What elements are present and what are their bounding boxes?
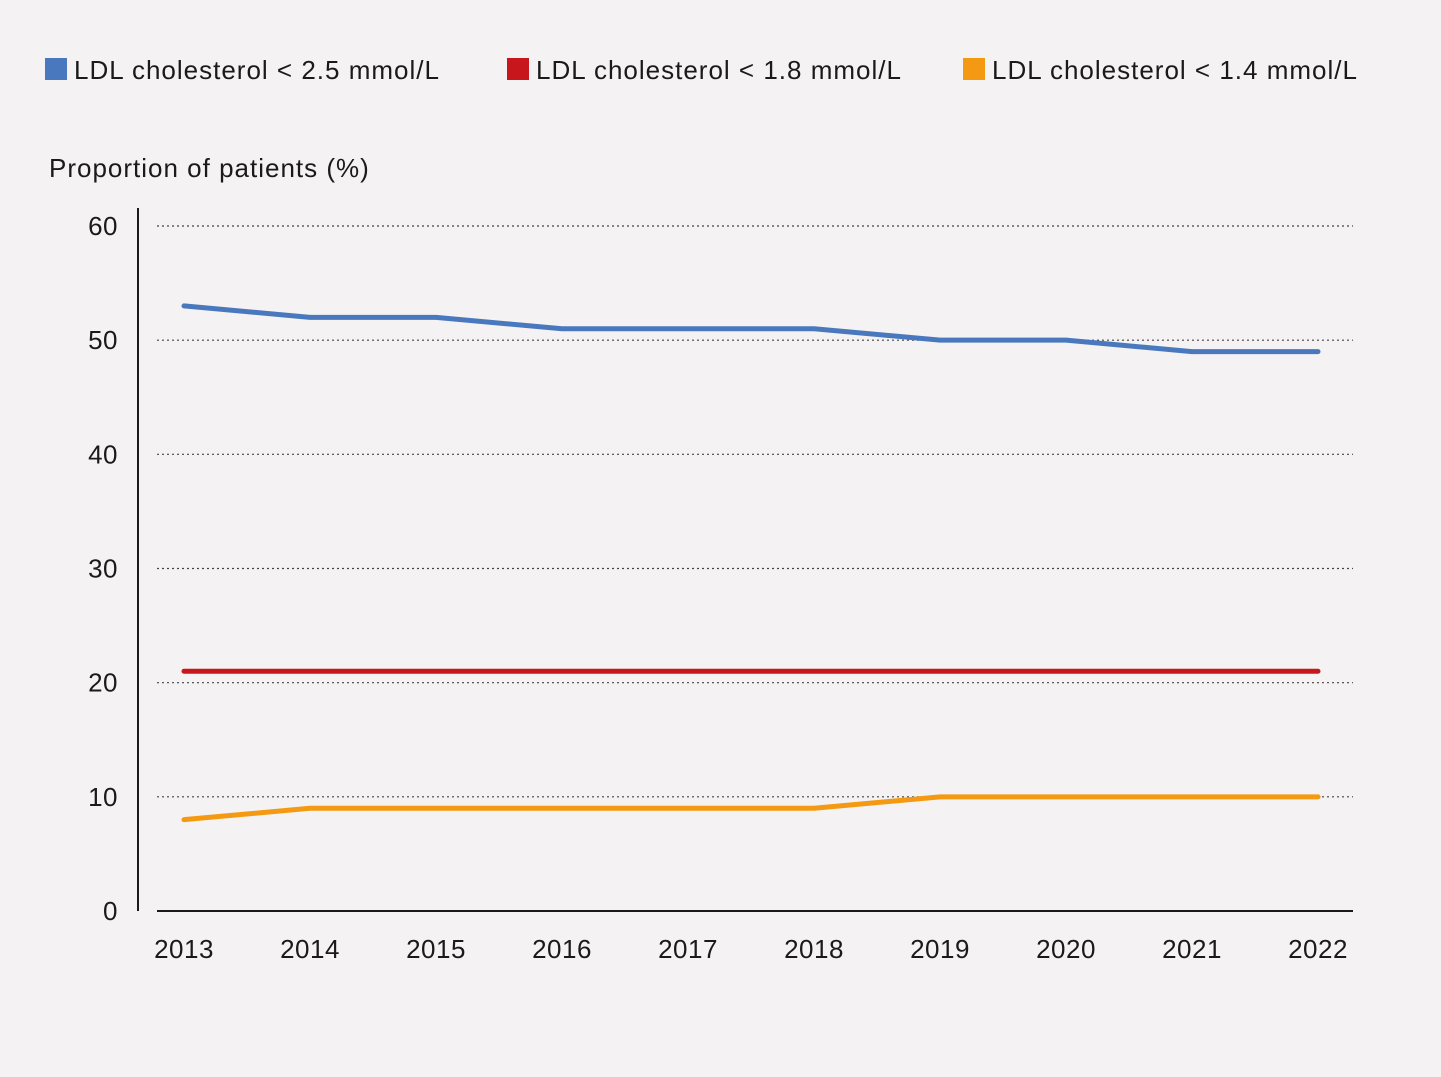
series-line-3 — [181, 794, 1321, 823]
legend-label: LDL cholesterol < 2.5 mmol/L — [74, 55, 440, 85]
legend-swatch — [507, 58, 529, 80]
legend-swatch — [963, 58, 985, 80]
y-axis-ticks: 0 10 20 30 40 50 60 — [88, 211, 118, 926]
gridlines — [157, 225, 1353, 798]
x-tick-label: 2021 — [1162, 934, 1222, 964]
x-tick-label: 2015 — [406, 934, 466, 964]
legend-label: LDL cholesterol < 1.8 mmol/L — [536, 55, 902, 85]
y-axis-label: Proportion of patients (%) — [49, 153, 370, 183]
y-tick-label: 20 — [88, 668, 118, 698]
x-tick-label: 2019 — [910, 934, 970, 964]
x-tick-label: 2022 — [1288, 934, 1348, 964]
legend-swatch — [45, 58, 67, 80]
y-tick-label: 10 — [88, 782, 118, 812]
x-axis-ticks: 2013 2014 2015 2016 2017 2018 2019 2020 2021 2022 — [154, 934, 1348, 964]
x-tick-label: 2017 — [658, 934, 718, 964]
chart-legend: LDL cholesterol < 2.5 mmol/L LDL choleste… — [45, 55, 1358, 85]
y-tick-label: 30 — [88, 554, 118, 584]
y-tick-label: 0 — [103, 896, 118, 926]
x-tick-label: 2013 — [154, 934, 214, 964]
series-line-1 — [181, 303, 1321, 355]
y-tick-label: 50 — [88, 325, 118, 355]
x-tick-label: 2018 — [784, 934, 844, 964]
x-tick-label: 2014 — [280, 934, 340, 964]
x-tick-label: 2020 — [1036, 934, 1096, 964]
x-tick-label: 2016 — [532, 934, 592, 964]
y-tick-label: 40 — [88, 439, 118, 469]
series-lines — [181, 303, 1321, 823]
legend-label: LDL cholesterol < 1.4 mmol/L — [992, 55, 1358, 85]
y-tick-label: 60 — [88, 211, 118, 241]
